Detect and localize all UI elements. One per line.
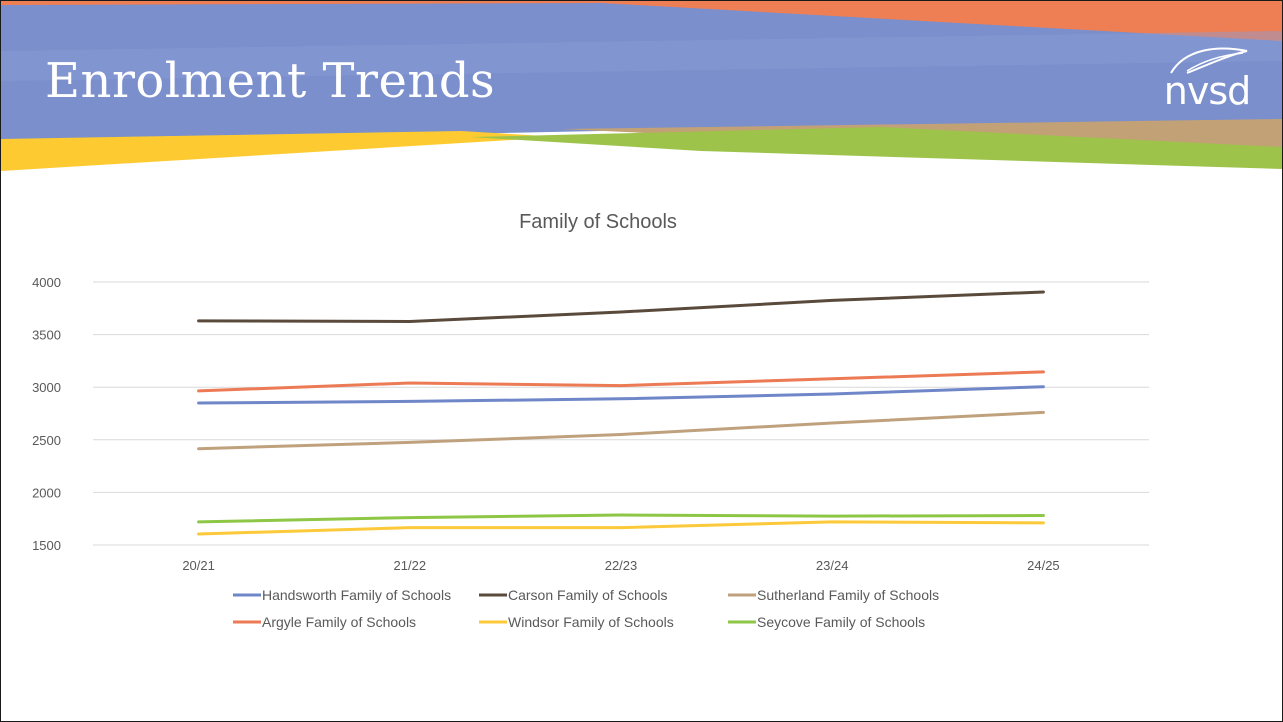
banner-graphic [1, 1, 1282, 171]
y-tick-label: 1500 [32, 538, 61, 553]
legend: Handsworth Family of Schools Carson Famil… [233, 587, 939, 630]
y-tick-label: 3000 [32, 380, 61, 395]
series-line-4 [197, 520, 1045, 536]
logo-text: nvsd [1163, 69, 1252, 113]
nvsd-logo: nvsd [1159, 43, 1255, 117]
y-tick-label: 2000 [32, 485, 61, 500]
series-line-3 [197, 370, 1045, 393]
legend-item-label: Sutherland Family of Schools [757, 587, 939, 603]
series-lines [197, 290, 1045, 536]
series-line-1 [197, 290, 1045, 323]
line-chart: Family of Schools 1500 2000 2500 3000 3500 40… [32, 211, 1149, 630]
banner-green-band [471, 127, 1282, 169]
y-axis-ticks: 1500 2000 2500 3000 3500 4000 [32, 275, 61, 553]
series-line-2 [197, 410, 1045, 451]
y-tick-label: 2500 [32, 433, 61, 448]
series-line-0 [197, 385, 1045, 405]
x-tick-label: 22/23 [605, 558, 638, 573]
leaf-icon [1170, 47, 1248, 74]
slide-title: Enrolment Trends [45, 53, 496, 109]
chart-title: Family of Schools [519, 211, 677, 233]
banner-light-blue-band [1, 31, 1282, 81]
x-tick-label: 23/24 [816, 558, 849, 573]
legend-item-label: Carson Family of Schools [508, 587, 668, 603]
legend-item-label: Handsworth Family of Schools [262, 587, 451, 603]
banner-yellow-band [1, 131, 561, 171]
x-tick-label: 21/22 [394, 558, 427, 573]
series-line-5 [197, 513, 1045, 524]
y-tick-label: 3500 [32, 328, 61, 343]
legend-item-label: Windsor Family of Schools [508, 614, 674, 630]
x-axis-ticks: 20/21 21/22 22/23 23/24 24/25 [182, 558, 1059, 573]
x-tick-label: 24/25 [1027, 558, 1060, 573]
banner-blue-band [1, 3, 1282, 141]
y-tick-label: 4000 [32, 275, 61, 290]
legend-item-label: Argyle Family of Schools [262, 614, 416, 630]
legend-item-label: Seycove Family of Schools [757, 614, 925, 630]
x-tick-label: 20/21 [182, 558, 215, 573]
